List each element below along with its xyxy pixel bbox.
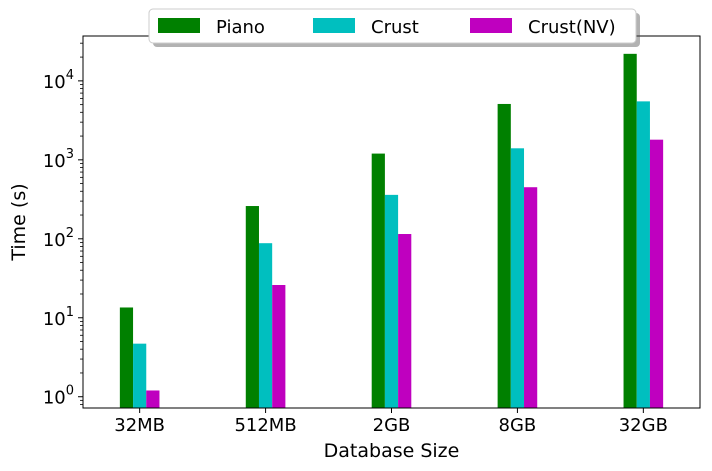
- x-tick-label: 8GB: [499, 415, 537, 436]
- legend-box: [148, 8, 637, 44]
- bar-crust-8gb: [510, 148, 525, 409]
- x-tick-label: 2GB: [373, 415, 411, 436]
- x-axis-title: Database Size: [324, 440, 460, 462]
- bar-crust-nv--32mb: [146, 390, 160, 408]
- legend: Piano Crust Crust(NV): [148, 8, 640, 47]
- legend-label-crust-nv-: Crust(NV): [528, 17, 616, 38]
- legend-label-piano: Piano: [216, 17, 265, 38]
- bar-crust-32gb: [636, 101, 650, 409]
- y-tick-label: 101: [43, 305, 74, 330]
- bar-crust-nv--2gb: [398, 234, 412, 408]
- legend-label-crust: Crust: [371, 17, 419, 38]
- x-tick-label: 32GB: [619, 415, 668, 436]
- bar-piano-32mb: [119, 307, 134, 408]
- bar-crust-nv--32gb: [649, 139, 664, 408]
- x-tick-label: 32MB: [114, 415, 165, 436]
- y-axis: 100 101 102 103 104: [43, 42, 83, 409]
- x-tick-label: 512MB: [234, 415, 296, 436]
- y-tick-label: 100: [43, 384, 74, 409]
- bar-piano-32gb: [623, 53, 637, 408]
- bar-crust-nv--512mb: [272, 285, 286, 408]
- y-tick-label: 104: [43, 68, 74, 93]
- bar-piano-512mb: [245, 206, 259, 408]
- legend-swatch-crust-nv-: [470, 18, 512, 33]
- bar-crust-512mb: [258, 243, 273, 408]
- bar-crust-nv--8gb: [524, 187, 538, 408]
- y-tick-label: 103: [43, 147, 74, 172]
- bar-crust-32mb: [133, 343, 147, 408]
- bar-piano-8gb: [497, 103, 511, 409]
- legend-swatch-crust: [313, 18, 355, 33]
- bars-layer: [119, 53, 664, 409]
- y-axis-title: Time (s): [8, 183, 30, 261]
- bar-crust-2gb: [384, 194, 399, 408]
- bar-piano-2gb: [371, 153, 385, 408]
- y-tick-label: 102: [43, 226, 74, 251]
- legend-swatch-piano: [158, 18, 200, 33]
- x-axis: 32MB 512MB 2GB 8GB 32GB: [114, 408, 668, 436]
